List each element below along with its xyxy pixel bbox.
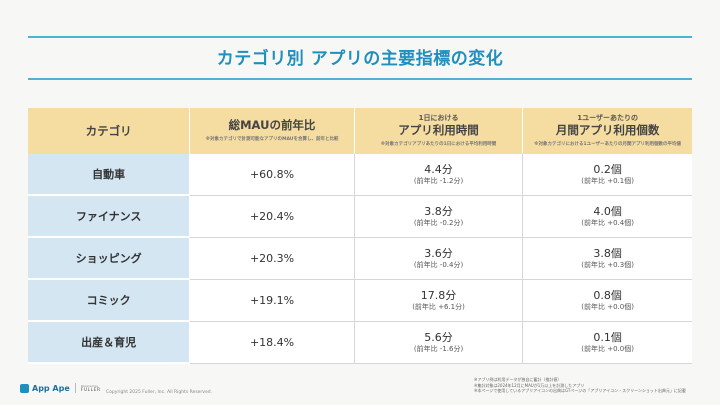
mau-cell: +20.4% — [190, 196, 355, 238]
time-cell: 4.4分 (前年比 -1.2分) — [354, 154, 524, 196]
footer-note: ※集計対象は2024年12月にMAUが1万以上を計測したアプリ — [474, 382, 585, 388]
category-cell: 出産＆育児 — [28, 322, 191, 364]
logo-text: App Ape — [32, 383, 70, 393]
title-rule-top — [28, 36, 692, 38]
mau-cell: +18.4% — [190, 322, 355, 364]
category-cell: コミック — [28, 280, 191, 322]
logo-divider — [74, 383, 76, 393]
count-cell: 3.8個 (前年比 +0.3個) — [523, 238, 692, 280]
table-row: 自動車 +60.8% 4.4分 (前年比 -1.2分) 0.2個 (前年比 +0.1… — [28, 154, 692, 196]
category-cell: ショッピング — [28, 238, 191, 280]
page-title: カテゴリ別 アプリの主要指標の変化 — [216, 49, 504, 69]
footer-note: ※本ページで使用しているアプリアイコンの出典はGTページの「アプリアイコン・スク… — [474, 388, 686, 393]
count-cell: 4.0個 (前年比 +0.4個) — [523, 196, 692, 238]
table-row: ショッピング +20.3% 3.6分 (前年比 -0.4分) 3.8個 (前年比 +… — [28, 238, 692, 280]
table-header-row: カテゴリ 総MAUの前年比 ※対象カテゴリで計測可能なアプリのMAUを合算し、前… — [28, 108, 692, 154]
count-cell: 0.8個 (前年比 +0.0個) — [523, 280, 692, 322]
table-row: 出産＆育児 +18.4% 5.6分 (前年比 -1.6分) 0.1個 (前年比 +0… — [28, 322, 692, 364]
fuller-logo: Powered by FULLER — [80, 383, 101, 393]
app-ape-icon — [20, 383, 29, 393]
table-row: ファイナンス +20.4% 3.8分 (前年比 -0.2分) 4.0個 (前年比 +… — [28, 196, 692, 238]
header-mau: 総MAUの前年比 ※対象カテゴリで計測可能なアプリのMAUを合算し、前年と比較 — [190, 108, 355, 154]
mau-cell: +20.3% — [190, 238, 355, 280]
metrics-table: カテゴリ 総MAUの前年比 ※対象カテゴリで計測可能なアプリのMAUを合算し、前… — [28, 108, 692, 364]
count-cell: 0.1個 (前年比 +0.0個) — [523, 322, 692, 364]
mau-cell: +19.1% — [190, 280, 355, 322]
copyright-text: Copyright 2025 Fuller, Inc. All Rights R… — [106, 390, 212, 395]
app-ape-logo: App Ape Powered by FULLER — [20, 383, 101, 393]
time-cell: 17.8分 (前年比 +6.1分) — [354, 280, 524, 322]
table-row: コミック +19.1% 17.8分 (前年比 +6.1分) 0.8個 (前年比 +0… — [28, 280, 692, 322]
header-usage-time: 1日における アプリ利用時間 ※対象カテゴリアプリあたりの1日における平均利用時… — [354, 108, 524, 154]
footer-note: ※アプリ例は利用データが独自に蓄計（推計値） — [474, 377, 562, 382]
title-rule-bottom — [28, 78, 692, 80]
count-cell: 0.2個 (前年比 +0.1個) — [523, 154, 692, 196]
time-cell: 5.6分 (前年比 -1.6分) — [354, 322, 524, 364]
mau-cell: +60.8% — [190, 154, 355, 196]
header-category: カテゴリ — [28, 108, 191, 154]
category-cell: ファイナンス — [28, 196, 191, 238]
header-app-count: 1ユーザーあたりの 月間アプリ利用個数 ※対象カテゴリにおける1ユーザーあたりの… — [523, 108, 692, 154]
time-cell: 3.6分 (前年比 -0.4分) — [354, 238, 524, 280]
category-cell: 自動車 — [28, 154, 191, 196]
time-cell: 3.8分 (前年比 -0.2分) — [354, 196, 524, 238]
footer-notes: ※アプリ例は利用データが独自に蓄計（推計値） ※集計対象は2024年12月にMA… — [474, 377, 686, 394]
